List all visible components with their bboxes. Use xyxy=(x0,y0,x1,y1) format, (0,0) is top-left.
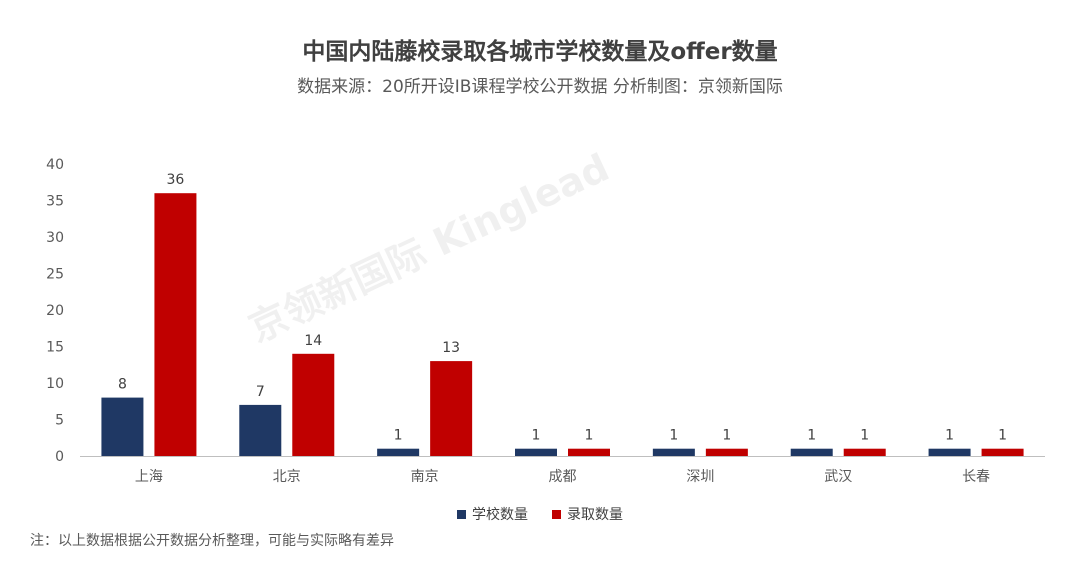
legend: 学校数量 录取数量 xyxy=(0,504,1080,524)
y-tick-label: 35 xyxy=(46,194,64,210)
legend-label: 录取数量 xyxy=(567,507,623,523)
y-tick-label: 0 xyxy=(55,449,64,465)
bars: 8 36 7 14 1 13 1 1 1 1 1 1 1 1 xyxy=(101,172,1024,456)
bar[interactable] xyxy=(239,404,282,456)
bar[interactable] xyxy=(843,448,886,456)
chart-subtitle: 数据来源：20所开设IB课程学校公开数据 分析制图：京领新国际 xyxy=(297,77,783,97)
bar[interactable] xyxy=(568,448,610,456)
data-label: 14 xyxy=(304,333,322,349)
data-label: 1 xyxy=(945,428,954,444)
x-tick-label: 上海 xyxy=(135,469,163,485)
data-label: 1 xyxy=(998,428,1007,444)
x-tick-label: 南京 xyxy=(411,469,439,485)
data-label: 36 xyxy=(167,172,185,188)
y-tick-label: 40 xyxy=(46,157,64,173)
bar[interactable] xyxy=(430,361,473,456)
legend-label: 学校数量 xyxy=(472,507,528,523)
legend-swatch xyxy=(457,509,466,519)
y-tick-label: 30 xyxy=(46,230,64,246)
bar[interactable] xyxy=(292,353,335,456)
x-tick-label: 北京 xyxy=(273,469,301,485)
footnote: 注：以上数据根据公开数据分析整理，可能与实际略有差异 xyxy=(30,533,394,549)
data-label: 1 xyxy=(585,428,594,444)
data-label: 1 xyxy=(722,428,731,444)
y-tick-label: 5 xyxy=(55,413,64,429)
y-tick-label: 10 xyxy=(46,376,64,392)
y-tick-label: 25 xyxy=(46,267,64,283)
data-label: 1 xyxy=(669,428,678,444)
bar[interactable] xyxy=(928,448,971,456)
x-tick-label: 深圳 xyxy=(686,469,714,485)
x-axis: 上海 北京 南京 成都 深圳 武汉 长春 xyxy=(135,469,990,485)
bar[interactable] xyxy=(154,193,197,456)
data-label: 7 xyxy=(256,384,265,400)
data-label: 1 xyxy=(860,428,869,444)
chart-title: 中国内陆藤校录取各城市学校数量及offer数量 xyxy=(302,39,778,65)
bar[interactable] xyxy=(981,448,1024,456)
bar[interactable] xyxy=(101,397,144,456)
y-tick-label: 15 xyxy=(46,340,64,356)
bar[interactable] xyxy=(652,448,695,456)
x-tick-label: 武汉 xyxy=(824,469,852,485)
data-label: 1 xyxy=(807,428,816,444)
data-label: 8 xyxy=(118,377,127,393)
legend-swatch xyxy=(552,509,561,519)
data-label: 13 xyxy=(442,340,460,356)
x-tick-label: 成都 xyxy=(549,469,577,485)
data-label: 1 xyxy=(394,428,403,444)
bar[interactable] xyxy=(515,448,557,456)
bar[interactable] xyxy=(377,448,420,456)
bar[interactable] xyxy=(790,448,833,456)
x-tick-label: 长春 xyxy=(962,469,990,485)
data-label: 1 xyxy=(532,428,541,444)
bar-chart: 0 5 10 15 20 25 30 35 40 8 36 7 14 1 13 1 1 1 1 1 1 1 1 上海 北京 南… xyxy=(46,157,1045,485)
y-tick-label: 20 xyxy=(46,303,64,319)
bar[interactable] xyxy=(705,448,748,456)
legend-item-school-count[interactable]: 学校数量 xyxy=(457,504,528,524)
y-axis: 0 5 10 15 20 25 30 35 40 xyxy=(46,157,64,465)
legend-item-offer-count[interactable]: 录取数量 xyxy=(552,504,623,524)
